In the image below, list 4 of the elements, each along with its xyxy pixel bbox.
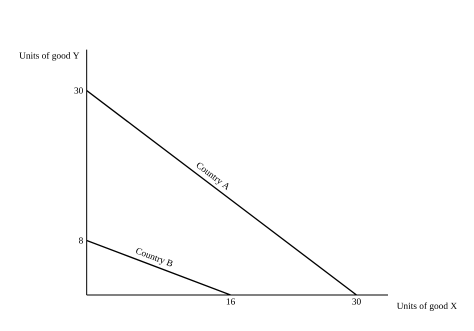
y-axis-title: Units of good Y xyxy=(19,52,80,61)
y-tick-label: 8 xyxy=(78,237,83,244)
x-tick-label: 16 xyxy=(226,298,235,305)
x-axis-title: Units of good X xyxy=(396,302,457,311)
